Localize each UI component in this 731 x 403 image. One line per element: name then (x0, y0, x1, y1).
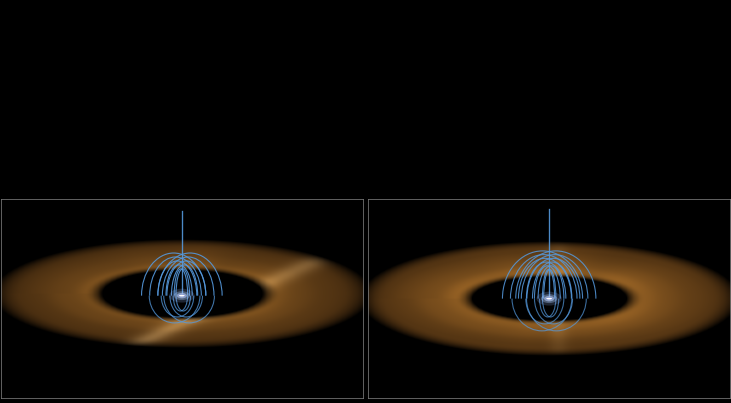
Circle shape (546, 297, 552, 300)
Circle shape (544, 296, 554, 301)
Circle shape (541, 294, 557, 303)
Circle shape (179, 294, 185, 297)
Circle shape (537, 292, 562, 305)
Ellipse shape (545, 297, 553, 300)
Circle shape (169, 289, 194, 303)
Circle shape (177, 293, 187, 299)
Circle shape (174, 291, 190, 300)
Ellipse shape (178, 294, 186, 297)
